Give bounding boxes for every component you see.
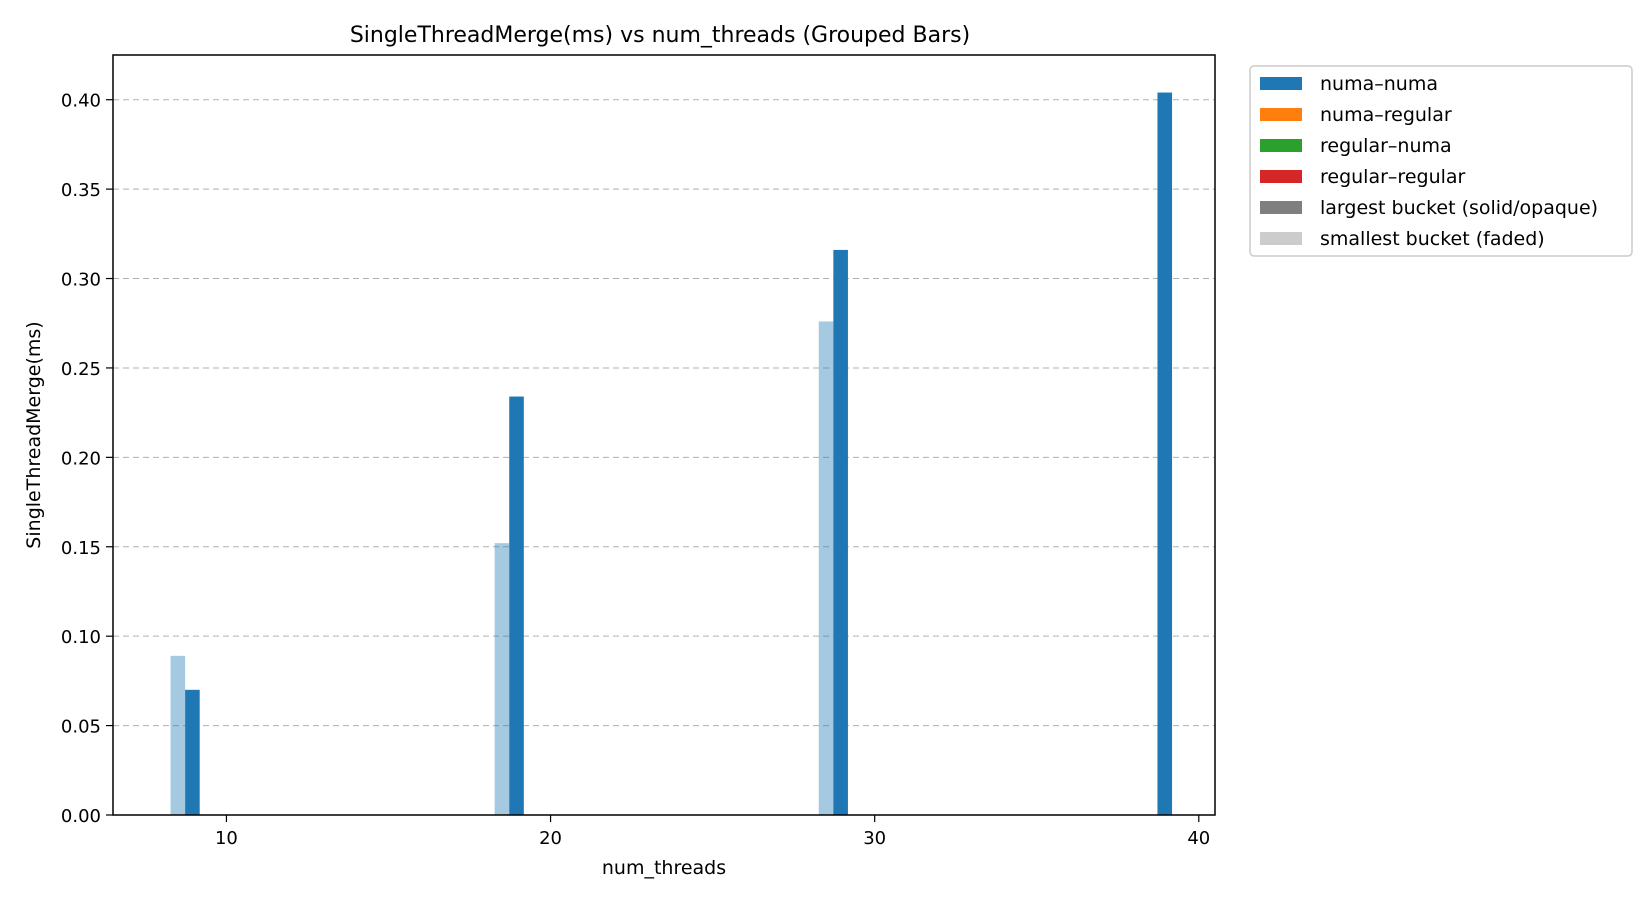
bar-smallest-bucket xyxy=(818,321,834,815)
gridlines xyxy=(113,99,1215,727)
y-axis-label: SingleThreadMerge(ms) xyxy=(23,321,45,548)
legend-label: largest bucket (solid/opaque) xyxy=(1320,197,1598,219)
y-tick-label: 0.30 xyxy=(61,270,101,291)
bars xyxy=(170,92,1173,816)
bar-largest-bucket xyxy=(1157,92,1173,816)
y-tick-label: 0.05 xyxy=(61,717,101,738)
legend-frame xyxy=(1249,65,1633,257)
y-tick-label: 0.00 xyxy=(61,806,101,827)
x-axis-ticks: 10 20 30 40 xyxy=(215,815,1210,849)
plot-frame xyxy=(112,54,1216,816)
y-tick-label: 0.10 xyxy=(61,627,101,648)
bar-largest-bucket xyxy=(185,689,200,815)
y-tick-label: 0.25 xyxy=(61,359,101,380)
y-tick-label: 0.20 xyxy=(61,448,101,469)
x-tick-label: 30 xyxy=(863,828,886,849)
legend-swatch xyxy=(1260,201,1302,214)
chart-title: SingleThreadMerge(ms) vs num_threads (Gr… xyxy=(350,23,970,48)
legend-label: numa–regular xyxy=(1320,104,1452,126)
x-axis-label: num_threads xyxy=(602,857,726,879)
y-tick-label: 0.15 xyxy=(61,538,101,559)
y-tick-label: 0.35 xyxy=(61,180,101,201)
legend-label: smallest bucket (faded) xyxy=(1320,228,1545,250)
x-tick-label: 20 xyxy=(539,828,562,849)
x-tick-label: 40 xyxy=(1187,828,1210,849)
y-tick-label: 0.40 xyxy=(61,91,101,112)
bar-largest-bucket xyxy=(509,396,524,815)
legend-label: regular–numa xyxy=(1320,135,1452,157)
legend: numa–numa numa–regular regular–numa regular… xyxy=(1249,65,1633,257)
x-tick-label: 10 xyxy=(215,828,238,849)
bar-largest-bucket xyxy=(833,249,848,815)
legend-swatch xyxy=(1260,139,1302,152)
legend-swatch xyxy=(1260,232,1302,245)
bar-smallest-bucket xyxy=(494,543,510,815)
legend-swatch xyxy=(1260,108,1302,121)
legend-swatch xyxy=(1260,77,1302,90)
legend-label: numa–numa xyxy=(1320,73,1438,95)
legend-label: regular–regular xyxy=(1320,166,1466,188)
bar-smallest-bucket xyxy=(170,655,186,815)
legend-swatch xyxy=(1260,170,1302,183)
y-axis-ticks: 0.00 0.05 0.10 0.15 0.20 0.25 0.30 0.35 0.40 xyxy=(61,91,113,827)
